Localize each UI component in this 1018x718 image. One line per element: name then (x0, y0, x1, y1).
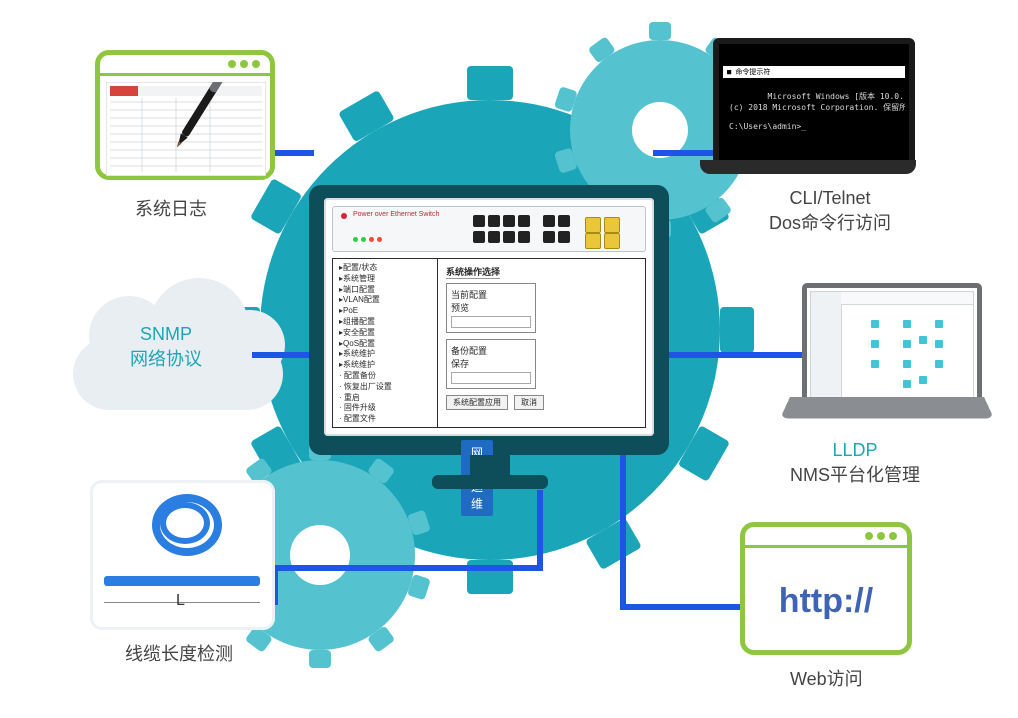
switch-model-label: Power over Ethernet Switch (353, 211, 439, 218)
mgmt-menu-item[interactable]: · 配置文件 (339, 414, 431, 425)
mgmt-menu-item[interactable]: ▸VLAN配置 (339, 295, 431, 306)
syslog-spreadsheet-icon (106, 82, 266, 176)
telnet-titlebar: ■ 命令提示符 (723, 66, 905, 78)
lldp-app-window (810, 291, 974, 399)
syslog-window-body (100, 76, 270, 187)
mgmt-main: 系统操作选择 当前配置 预览 备份配置 保存 系统配置应用 取消 (438, 259, 645, 427)
syslog-window-bar (100, 55, 270, 76)
mgmt-apply-button[interactable]: 系统配置应用 (446, 395, 508, 410)
http-label: Web访问 (790, 665, 863, 691)
network-switch-device: Power over Ethernet Switch (332, 206, 646, 252)
cable-length-symbol: L (176, 592, 185, 610)
mgmt-menu-item[interactable]: ▸PoE (339, 306, 431, 317)
center-monitor-screen: Power over Ethernet Switch (324, 198, 654, 436)
mgmt-menu-item[interactable]: ▸安全配置 (339, 328, 431, 339)
http-browser-card: http:// (740, 522, 912, 655)
mgmt-menu-item[interactable]: ▸系统维护 (339, 349, 431, 360)
http-window-bar (745, 527, 907, 548)
http-url-text: http:// (779, 582, 873, 621)
mgmt-menu-item[interactable]: · 恢复出厂设置 (339, 382, 431, 393)
mgmt-menu-item[interactable]: ▸系统维护 (339, 360, 431, 371)
mgmt-menu-item[interactable]: · 配置备份 (339, 371, 431, 382)
mgmt-menu-item[interactable]: ▸组播配置 (339, 317, 431, 328)
mgmt-menu-item[interactable]: ▸配置/状态 (339, 263, 431, 274)
syslog-label: 系统日志 (135, 195, 207, 221)
mgmt-sidebar: ▸配置/状态▸系统管理▸端口配置▸VLAN配置▸PoE▸组播配置▸安全配置▸Qo… (333, 259, 438, 427)
telnet-label: CLI/Telnet Dos命令行访问 (769, 188, 891, 235)
mgmt-menu-item[interactable]: · 重启 (339, 393, 431, 404)
mgmt-menu-item[interactable]: ▸端口配置 (339, 285, 431, 296)
snmp-label: SNMP 网络协议 (130, 322, 202, 372)
mgmt-menu-item[interactable]: ▸系统管理 (339, 274, 431, 285)
mgmt-menu-item[interactable]: · 固件升级 (339, 403, 431, 414)
cable-length-card: L (90, 480, 275, 630)
mgmt-menu-item[interactable]: ▸QoS配置 (339, 339, 431, 350)
telnet-terminal: ■ 命令提示符 Microsoft Windows [版本 10.0.17134… (723, 48, 905, 162)
switch-mgmt-ui: ▸配置/状态▸系统管理▸端口配置▸VLAN配置▸PoE▸组播配置▸安全配置▸Qo… (332, 258, 646, 428)
mgmt-cancel-button[interactable]: 取消 (514, 395, 544, 410)
syslog-window-card (95, 50, 275, 180)
cable-label: 线缆长度检测 (125, 640, 233, 666)
diagram-stage: SNMP 网络协议 (0, 0, 1018, 718)
lldp-label: LLDP NMS平台化管理 (790, 440, 920, 487)
